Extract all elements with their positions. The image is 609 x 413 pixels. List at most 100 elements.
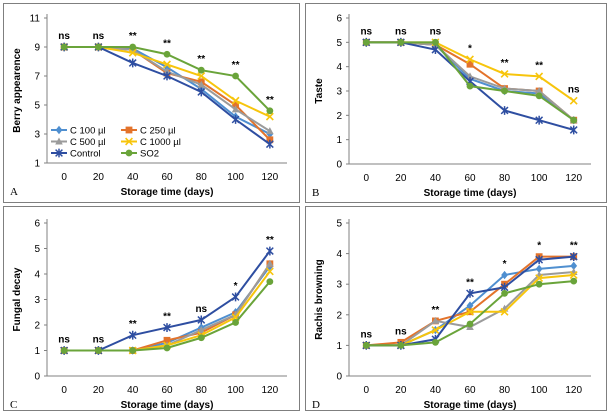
y-tick-label: 0 [336, 160, 342, 171]
legend-label: SO2 [140, 149, 159, 160]
data-point [569, 96, 578, 105]
significance-label: ns [195, 304, 207, 315]
panel-letter: B [312, 187, 319, 199]
data-point [466, 320, 474, 328]
data-point [95, 43, 102, 51]
y-tick-label: 5 [336, 38, 342, 49]
significance-label: ** [232, 60, 240, 71]
significance-label: ns [430, 26, 442, 37]
data-point [231, 105, 240, 113]
data-point [535, 280, 543, 288]
data-point [197, 334, 205, 342]
legend-label: C 1000 µl [140, 137, 181, 148]
y-tick-label: 5 [336, 219, 342, 230]
significance-label: ** [266, 95, 274, 106]
x-tick-label: 60 [464, 173, 476, 184]
y-axis-label: Rachis browning [314, 259, 325, 340]
y-tick-label: 1 [34, 346, 40, 357]
x-tick-label: 120 [262, 385, 279, 396]
data-point [431, 316, 440, 324]
y-tick-label: 0 [336, 372, 342, 383]
y-tick-label: 2 [336, 111, 342, 122]
data-point [265, 267, 274, 276]
data-point [60, 43, 68, 51]
legend-item: C 500 µl [51, 137, 106, 148]
y-tick-label: 3 [34, 295, 40, 306]
series-so2 [60, 43, 274, 115]
data-point [197, 315, 206, 325]
data-point [535, 72, 544, 81]
significance-label: ** [163, 38, 171, 49]
significance-label: ns [360, 329, 372, 340]
series-so2 [362, 277, 578, 349]
legend-item: C 100 µl [51, 126, 106, 137]
significance-label: * [503, 259, 507, 270]
data-point [362, 38, 370, 46]
legend-label: C 500 µl [70, 137, 106, 148]
x-tick-label: 120 [565, 173, 582, 184]
data-point [163, 67, 171, 75]
data-point [466, 301, 474, 310]
significance-label: ** [129, 31, 137, 42]
data-point [500, 106, 509, 115]
data-point [197, 80, 206, 88]
y-axis-label: Taste [314, 78, 325, 104]
y-tick-label: 4 [336, 62, 342, 73]
data-point [128, 48, 137, 57]
data-point [163, 323, 171, 332]
legend-marker [55, 148, 63, 158]
x-tick-label: 80 [196, 172, 208, 183]
x-tick-label: 20 [93, 172, 105, 183]
chart-panel-D: 0 1 2 3 4 5 0 20 40 60 80 100 120 Storage time (days)… [305, 206, 607, 411]
significance-label: ** [501, 58, 509, 69]
data-point [197, 326, 206, 334]
y-tick-label: 2 [34, 321, 40, 332]
y-tick-label: 5 [34, 244, 40, 255]
significance-label: ** [432, 305, 440, 316]
data-point [266, 259, 274, 267]
y-axis-label: Fungal decay [12, 267, 23, 331]
x-tick-label: 40 [127, 385, 139, 396]
data-point [501, 270, 508, 280]
legend-marker [125, 149, 133, 157]
data-point [569, 125, 578, 135]
data-point [466, 307, 474, 316]
x-tick-label: 100 [531, 173, 548, 184]
data-point [197, 72, 206, 80]
data-point [266, 278, 274, 286]
x-tick-label: 0 [364, 173, 370, 184]
significance-label: * [468, 43, 472, 54]
x-tick-label: 100 [227, 172, 244, 183]
panel-frame [3, 206, 300, 411]
y-tick-label: 9 [34, 43, 40, 54]
significance-label: ns [58, 31, 70, 42]
legend-marker [55, 125, 63, 135]
data-point [466, 288, 474, 298]
significance-label: ** [570, 241, 578, 252]
data-point [431, 326, 440, 335]
data-point [535, 87, 543, 94]
data-point [432, 338, 439, 346]
y-tick-label: 1 [336, 341, 342, 352]
significance-label: * [234, 281, 238, 292]
significance-label: ** [197, 54, 205, 65]
data-point [232, 72, 239, 80]
panel-frame [305, 3, 607, 203]
significance-label: ** [466, 277, 474, 288]
data-point [197, 87, 206, 97]
data-point [265, 112, 274, 121]
x-axis-label: Storage time (days) [121, 187, 214, 198]
legend-item: Control [51, 149, 101, 160]
y-tick-label: 3 [336, 280, 342, 291]
y-tick-label: 7 [34, 72, 40, 83]
y-axis-label: Berry appearence [12, 48, 23, 133]
data-point [535, 92, 543, 100]
significance-label: ns [395, 26, 407, 37]
data-point [466, 72, 474, 80]
data-point [535, 274, 544, 283]
data-point [500, 70, 509, 78]
data-point [466, 55, 474, 64]
data-point [466, 82, 474, 90]
